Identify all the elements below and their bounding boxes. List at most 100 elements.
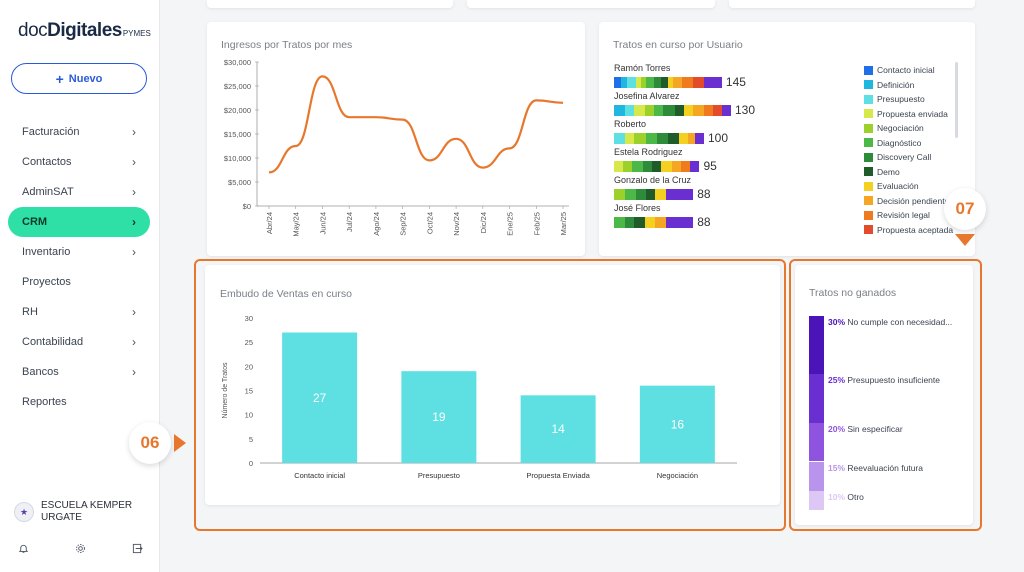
legend-swatch [864,225,873,235]
no-ganados-segment[interactable] [809,422,824,462]
bar-segment [624,188,636,200]
sidebar-item-reportes[interactable]: Reportes [8,387,150,417]
bar-segment [614,76,622,88]
funnel-category-label: Propuesta Enviada [526,471,590,480]
x-tick-label: Nov/24 [452,212,461,236]
bar-segment [626,76,636,88]
legend-item[interactable]: Propuesta enviada [864,107,960,122]
user-bar-row[interactable]: Estela Rodriguez 95 [614,147,717,173]
no-ganados-segment[interactable] [809,374,824,423]
legend-swatch [864,167,873,177]
sidebar-item-adminsat[interactable]: AdminSAT › [8,177,150,207]
legend-swatch [864,138,873,148]
funnel-category-label: Contacto inicial [294,471,345,480]
bar-segment [655,188,667,200]
user-bar-row[interactable]: Gonzalo de la Cruz 88 [614,175,711,201]
legend-item[interactable]: Evaluación [864,179,960,194]
legend-item[interactable]: Decisión pendiente [864,194,960,209]
legend-item[interactable]: Negociación [864,121,960,136]
legend-swatch [864,210,873,220]
sidebar-item-contactos[interactable]: Contactos › [8,147,150,177]
legend-label: Evaluación [877,181,919,192]
legend-item[interactable]: Revisión legal [864,208,960,223]
sidebar-item-facturaci-n[interactable]: Facturación › [8,117,150,147]
top-card-stub [207,0,453,8]
chevron-right-icon: › [132,335,136,349]
logo-pymes-text: PYMES [122,29,151,38]
funnel-bar-value: 19 [432,410,446,424]
legend-item[interactable]: Definición [864,78,960,93]
user-bar-line: 88 [614,187,711,201]
no-ganados-segment[interactable] [809,461,824,491]
legend-item[interactable]: Propuesta aceptada [864,223,960,238]
legend-item[interactable]: Diagnóstico [864,136,960,151]
user-total-label: 100 [707,131,728,145]
legend-label: Negociación [877,123,924,134]
user-bar-row[interactable]: Ramón Torres 145 [614,63,746,89]
no-ganados-pct: 10% [828,491,846,502]
legend-swatch [864,80,873,90]
new-button[interactable]: + Nuevo [11,63,147,94]
no-ganados-label: 15% Reevaluación futura [828,463,923,473]
no-ganados-segment[interactable] [809,490,824,510]
bar-segment [644,216,656,228]
legend-item[interactable]: Contacto inicial [864,63,960,78]
arrow-right-icon [174,434,186,452]
stacked-bar [614,216,694,228]
user-profile[interactable]: ★ ESCUELA KEMPER URGATE [14,500,141,524]
bar-segment [662,104,676,116]
logout-icon[interactable] [132,543,143,554]
sidebar-footer [18,543,143,554]
user-name: ESCUELA KEMPER URGATE [41,500,133,523]
brand-logo[interactable]: docDigitalesPYMES [18,20,151,42]
bar-segment [703,76,722,88]
gear-icon[interactable] [75,543,86,554]
chevron-right-icon: › [132,305,136,319]
no-ganados-label: 25% Presupuesto insuficiente [828,375,940,385]
x-tick-label: Ago/24 [372,212,381,236]
stacked-bar [614,76,722,88]
sidebar-item-rh[interactable]: RH › [8,297,150,327]
ingresos-line-chart: $30,000 $25,000 $20,000 $15,000 $10,000 $5,00… [224,58,569,237]
bar-segment [623,160,632,172]
user-bar-row[interactable]: Josefina Alvarez 130 [614,91,755,117]
bell-icon[interactable] [18,543,29,554]
sidebar-item-crm[interactable]: CRM › [8,207,150,237]
legend-swatch [864,123,873,133]
legend-item[interactable]: Demo [864,165,960,180]
no-ganados-reason: Presupuesto insuficiente [845,375,940,386]
sidebar-item-bancos[interactable]: Bancos › [8,357,150,387]
y-tick-label: $15,000 [224,130,251,139]
user-bar-row[interactable]: José Flores 88 [614,203,711,229]
stacked-bar [614,160,700,172]
bar-segment [666,216,694,228]
sidebar: docDigitalesPYMES + Nuevo Facturación › Co… [0,0,160,572]
top-card-stub [467,0,715,8]
bar-segment [646,76,654,88]
user-total-label: 95 [703,159,717,173]
legend-label: Contacto inicial [877,65,935,76]
sidebar-item-proyectos[interactable]: Proyectos [8,267,150,297]
bar-segment [703,104,713,116]
bar-segment [633,216,645,228]
user-bar-line: 88 [614,215,711,229]
sidebar-item-contabilidad[interactable]: Contabilidad › [8,327,150,357]
y-tick-label: $30,000 [224,58,251,67]
user-bar-row[interactable]: Roberto 100 [614,119,728,145]
funnel-category-label: Negociación [657,471,698,480]
bar-segment [673,76,683,88]
legend-item[interactable]: Discovery Call [864,150,960,165]
user-name-label: Josefina Alvarez [614,91,680,101]
no-ganados-segment[interactable] [809,316,824,375]
bar-segment [690,160,700,172]
bar-segment [646,188,656,200]
bar-segment [635,188,647,200]
legend-scrollbar[interactable] [955,62,958,138]
bar-segment [684,104,694,116]
bar-segment [614,104,625,116]
user-total-label: 88 [697,215,711,229]
step-badge-07: 07 [944,188,986,230]
legend-item[interactable]: Presupuesto [864,92,960,107]
sidebar-item-inventario[interactable]: Inventario › [8,237,150,267]
bar-segment [633,104,645,116]
